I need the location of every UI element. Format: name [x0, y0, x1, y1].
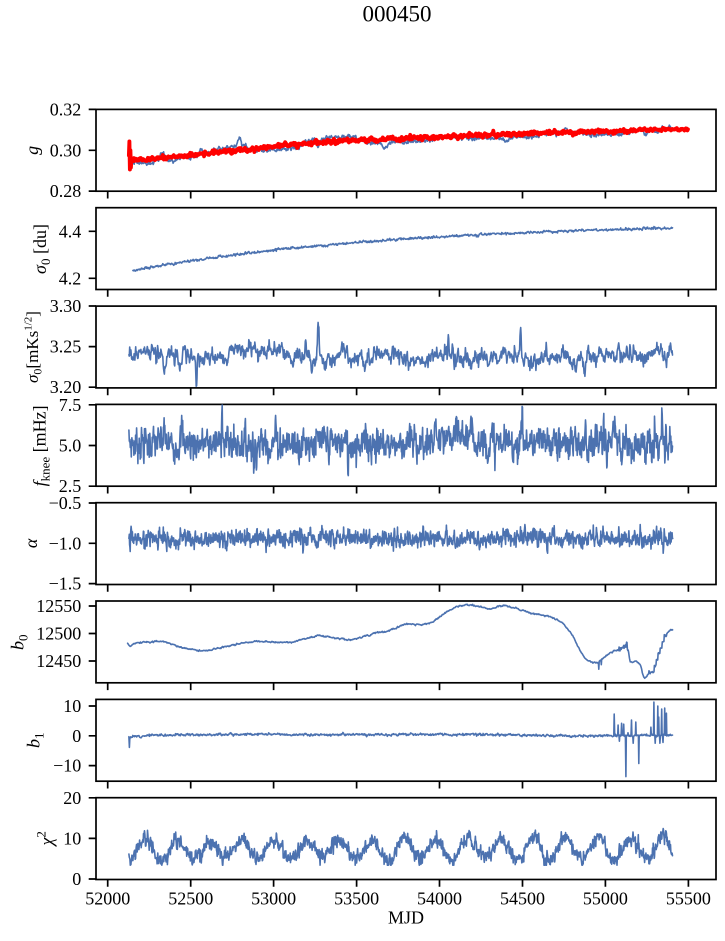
svg-text:55500: 55500: [666, 889, 711, 909]
svg-text:2.5: 2.5: [59, 476, 82, 496]
svg-text:b1: b1: [23, 733, 46, 749]
svg-text:52000: 52000: [85, 889, 130, 909]
svg-text:σ0[mKs1/2]: σ0[mKs1/2]: [22, 311, 44, 383]
svg-text:MJD: MJD: [388, 908, 424, 928]
svg-text:b0: b0: [8, 634, 31, 650]
svg-text:52500: 52500: [168, 889, 213, 909]
svg-text:3.25: 3.25: [50, 337, 82, 357]
svg-text:χ2: χ2: [33, 831, 56, 847]
svg-text:4.4: 4.4: [59, 221, 82, 241]
svg-text:12450: 12450: [36, 651, 81, 671]
svg-text:3.20: 3.20: [50, 377, 82, 397]
svg-text:10: 10: [63, 696, 81, 716]
svg-text:0.32: 0.32: [50, 99, 82, 119]
svg-text:55000: 55000: [583, 889, 628, 909]
svg-text:5.0: 5.0: [59, 436, 82, 456]
svg-text:−10: −10: [53, 756, 81, 776]
svg-text:−0.5: −0.5: [49, 493, 82, 513]
svg-text:4.2: 4.2: [59, 268, 82, 288]
svg-text:53000: 53000: [251, 889, 296, 909]
svg-text:0: 0: [72, 726, 81, 746]
svg-text:σ0 [du]: σ0 [du]: [30, 224, 53, 274]
svg-text:−1.5: −1.5: [49, 574, 82, 594]
svg-text:12550: 12550: [36, 596, 81, 616]
svg-text:−1.0: −1.0: [49, 533, 82, 553]
svg-text:0.28: 0.28: [50, 181, 82, 201]
svg-text:3.30: 3.30: [50, 296, 82, 316]
svg-text:0: 0: [72, 869, 81, 889]
svg-text:7.5: 7.5: [59, 395, 82, 415]
svg-text:20: 20: [63, 788, 81, 808]
svg-text:12500: 12500: [36, 624, 81, 644]
svg-text:g: g: [22, 146, 42, 155]
svg-text:53500: 53500: [334, 889, 379, 909]
svg-text:54500: 54500: [500, 889, 545, 909]
svg-text:fknee [mHz]: fknee [mHz]: [30, 405, 53, 486]
svg-text:0.30: 0.30: [50, 140, 82, 160]
svg-text:10: 10: [63, 828, 81, 848]
svg-text:α: α: [21, 538, 41, 548]
svg-text:000450: 000450: [363, 2, 432, 27]
svg-text:54000: 54000: [417, 889, 462, 909]
